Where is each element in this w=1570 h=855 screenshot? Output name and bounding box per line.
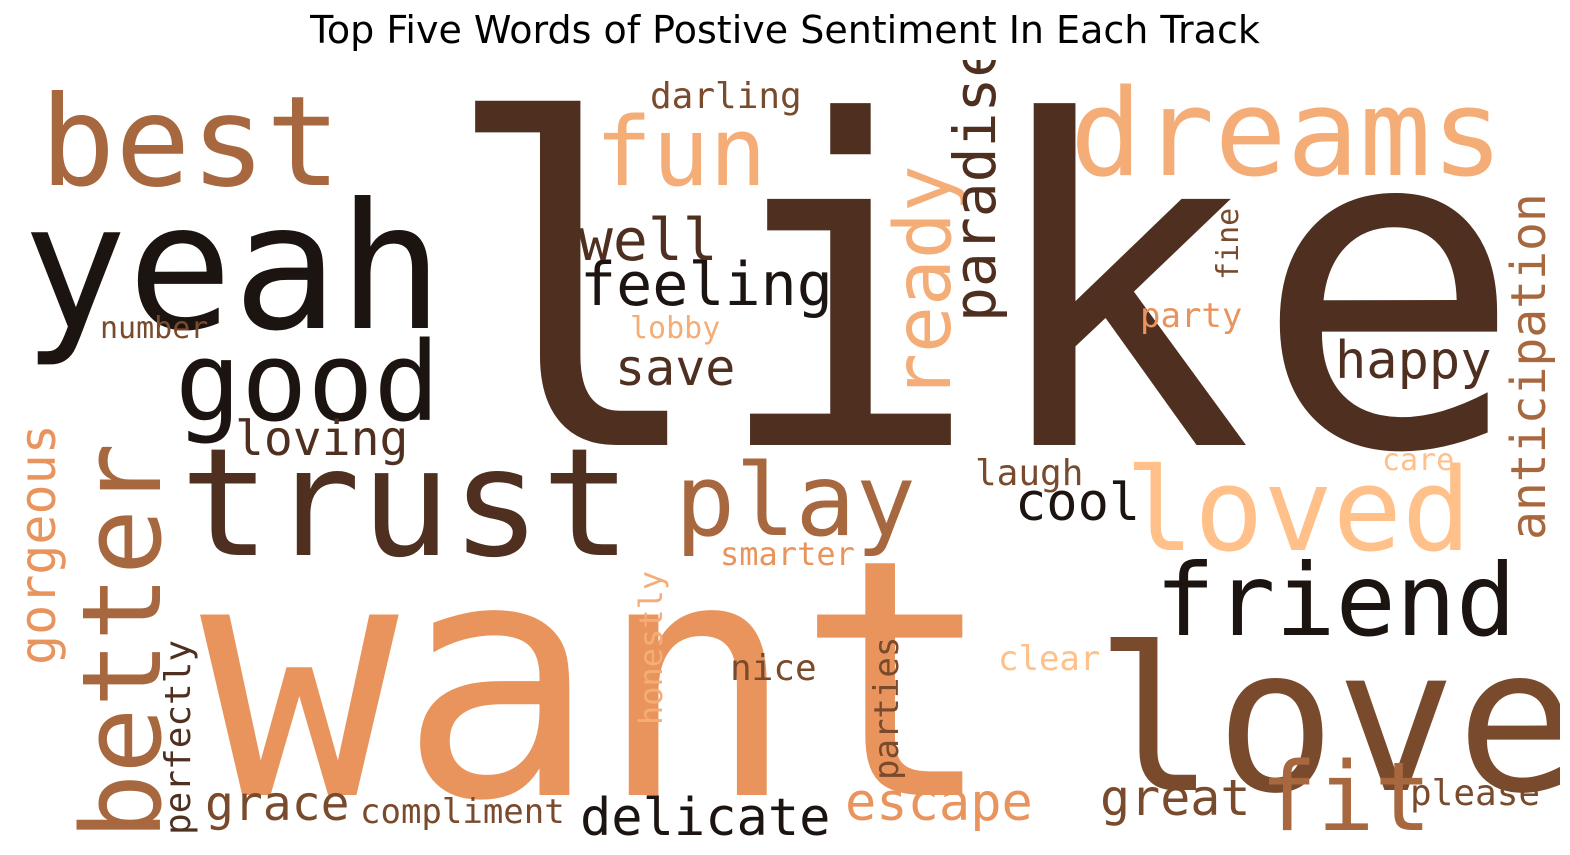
word-cool: cool — [1015, 473, 1140, 533]
word-please: please — [1410, 773, 1540, 814]
word-fine: fine — [1211, 208, 1246, 280]
word-nice: nice — [730, 648, 817, 689]
word-save: save — [615, 339, 735, 397]
word-delicate: delicate — [580, 788, 830, 848]
word-care: care — [1382, 443, 1454, 478]
word-want: want — [200, 489, 995, 850]
word-grace: grace — [205, 776, 350, 832]
word-paradise: paradise — [941, 60, 1009, 322]
word-play: play — [675, 442, 916, 559]
word-feeling: feeling — [580, 250, 833, 320]
word-best: best — [40, 70, 341, 215]
word-honestly: honestly — [632, 571, 670, 725]
word-clear: clear — [998, 639, 1100, 679]
word-fun: fun — [595, 98, 767, 208]
word-laugh: laugh — [975, 453, 1083, 494]
word-number: number — [100, 311, 208, 346]
word-compliment: compliment — [360, 792, 565, 832]
word-like: like — [440, 60, 1524, 552]
word-well: well — [578, 206, 718, 274]
word-good: good — [175, 318, 440, 446]
word-darling: darling — [650, 76, 802, 117]
word-dreams: dreams — [1070, 65, 1503, 204]
word-fit: fit — [1260, 743, 1432, 850]
word-smarter: smarter — [720, 535, 855, 573]
word-anticipation: anticipation — [1501, 193, 1557, 540]
word-happy: happy — [1335, 331, 1492, 391]
word-trust: trust — [180, 417, 632, 591]
word-perfectly: perfectly — [158, 640, 199, 835]
word-loving: loving — [235, 411, 408, 467]
word-parties: parties — [867, 637, 907, 780]
word-better: better — [58, 443, 186, 840]
word-yeah: yeah — [22, 167, 443, 370]
word-love: love — [1095, 605, 1560, 838]
word-loved: loved — [1125, 444, 1471, 578]
chart-title: Top Five Words of Postive Sentiment In E… — [310, 8, 1260, 52]
word-friend: friend — [1155, 542, 1516, 659]
word-escape: escape — [845, 773, 1033, 833]
word-gorgeous: gorgeous — [10, 424, 67, 665]
word-great: great — [1100, 769, 1251, 827]
word-party: party — [1140, 296, 1242, 336]
word-ready: ready — [879, 165, 969, 400]
word-lobby: lobby — [630, 311, 720, 346]
